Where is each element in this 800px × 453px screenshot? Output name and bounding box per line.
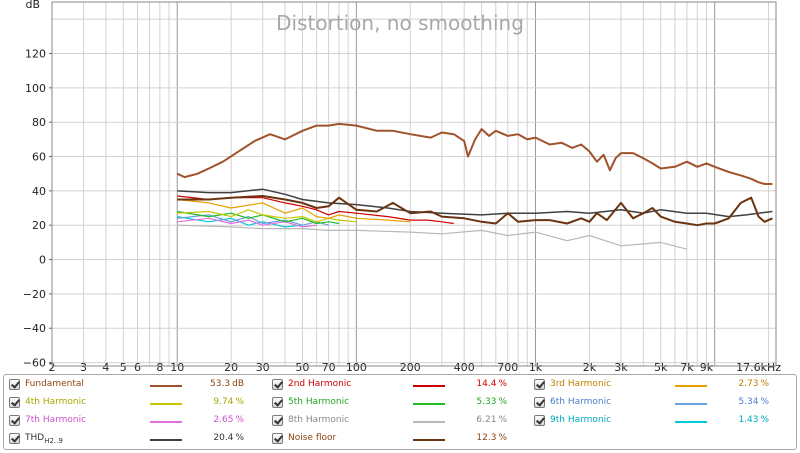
legend-item-8th-harmonic: 8th Harmonic 6.21% xyxy=(272,413,522,430)
legend-checkbox-5th-harmonic[interactable] xyxy=(272,397,283,408)
y-ticks: 120 100 80 60 40 20 0 −20 −40 −60 xyxy=(23,48,52,370)
series-line-6th-harmonic xyxy=(177,214,329,226)
legend-swatch xyxy=(150,385,182,387)
series-line-5th-harmonic xyxy=(177,210,340,225)
y-tick-label: 40 xyxy=(32,185,46,198)
legend-item-fundamental: Fundamental 53.3 dB xyxy=(9,377,259,394)
legend-item-5th-harmonic: 5th Harmonic 5.33% xyxy=(272,395,522,412)
y-tick-label: 80 xyxy=(32,116,46,129)
legend-swatch xyxy=(150,403,182,405)
legend-value: 12.3% xyxy=(476,433,507,443)
y-tick-label: 100 xyxy=(25,82,46,95)
y-tick-label: −40 xyxy=(23,322,46,335)
y-tick-label: 120 xyxy=(25,48,46,61)
legend-swatch xyxy=(150,421,182,423)
legend-label: 7th Harmonic xyxy=(25,415,87,425)
legend-checkbox-7th-harmonic[interactable] xyxy=(9,415,20,426)
chart-title: Distortion, no smoothing xyxy=(276,11,524,35)
legend-label: 4th Harmonic xyxy=(25,397,87,407)
legend-checkbox-3rd-harmonic[interactable] xyxy=(534,379,545,390)
legend-value: 14.4% xyxy=(476,379,507,389)
legend-checkbox-thd[interactable] xyxy=(9,433,20,444)
y-tick-label: 20 xyxy=(32,219,46,232)
legend-value: 20.4% xyxy=(213,433,244,443)
y-tick-label: −20 xyxy=(23,288,46,301)
chart-grid xyxy=(51,2,776,366)
legend-value: 5.34% xyxy=(738,397,769,407)
legend-label: 2nd Harmonic xyxy=(288,379,352,389)
legend-swatch xyxy=(675,385,707,387)
legend-checkbox-noise-floor[interactable] xyxy=(272,433,283,444)
legend-item-4th-harmonic: 4th Harmonic 9.74% xyxy=(9,395,259,412)
legend-value: 6.21% xyxy=(476,415,507,425)
legend-label: 3rd Harmonic xyxy=(550,379,612,389)
legend-label: 8th Harmonic xyxy=(288,415,350,425)
legend-swatch xyxy=(675,421,707,423)
series-line-4th-harmonic xyxy=(177,209,357,223)
legend-checkbox-fundamental[interactable] xyxy=(9,379,20,390)
legend-value: 53.3 dB xyxy=(210,379,244,389)
y-tick-label: 0 xyxy=(39,254,46,267)
legend-swatch xyxy=(413,439,445,441)
legend-swatch xyxy=(413,385,445,387)
y-axis-label: dB xyxy=(25,0,40,11)
legend-checkbox-8th-harmonic[interactable] xyxy=(272,415,283,426)
legend-checkbox-4th-harmonic[interactable] xyxy=(9,397,20,408)
legend-value: 2.73% xyxy=(738,379,769,389)
legend-item-3rd-harmonic: 3rd Harmonic 2.73% xyxy=(534,377,784,394)
series-line-8th-harmonic xyxy=(177,224,688,250)
distortion-chart: Distortion, no smoothing dB 120 100 80 60 40… xyxy=(22,0,782,372)
legend-checkbox-9th-harmonic[interactable] xyxy=(534,415,545,426)
legend-label: 9th Harmonic xyxy=(550,415,612,425)
legend-label: Noise floor xyxy=(288,433,337,443)
y-tick-label: 60 xyxy=(32,151,46,164)
legend-swatch xyxy=(413,403,445,405)
legend-item-thd: THDH2..9 20.4% xyxy=(9,431,259,448)
legend-item-noise-floor: Noise floor 12.3% xyxy=(272,431,522,448)
legend-item-2nd-harmonic: 2nd Harmonic 14.4% xyxy=(272,377,522,394)
series-lines xyxy=(176,122,773,250)
legend-value: 9.74% xyxy=(213,397,244,407)
plot-frame xyxy=(51,1,777,367)
legend-label: THDH2..9 xyxy=(25,433,63,445)
legend-label: 6th Harmonic xyxy=(550,397,612,407)
legend-checkbox-6th-harmonic[interactable] xyxy=(534,397,545,408)
legend-item-6th-harmonic: 6th Harmonic 5.34% xyxy=(534,395,784,412)
legend-checkbox-2nd-harmonic[interactable] xyxy=(272,379,283,390)
legend-panel: Fundamental 53.3 dB 2nd Harmonic 14.4% 3rd Ha… xyxy=(3,374,797,450)
series-line-fundamental xyxy=(176,122,773,185)
series-line-noise-floor xyxy=(177,195,773,227)
legend-swatch xyxy=(413,421,445,423)
legend-value: 5.33% xyxy=(476,397,507,407)
legend-item-9th-harmonic: 9th Harmonic 1.43% xyxy=(534,413,784,430)
legend-value: 2.65% xyxy=(213,415,244,425)
legend-value: 1.43% xyxy=(738,415,769,425)
series-line-7th-harmonic xyxy=(177,217,317,228)
legend-label: 5th Harmonic xyxy=(288,397,350,407)
series-line-9th-harmonic xyxy=(177,216,303,228)
legend-label: Fundamental xyxy=(25,379,84,389)
legend-swatch xyxy=(150,439,182,441)
y-tick-label: −60 xyxy=(23,357,46,370)
legend-item-7th-harmonic: 7th Harmonic 2.65% xyxy=(9,413,259,430)
legend-swatch xyxy=(675,403,707,405)
series-line-3rd-harmonic xyxy=(177,198,411,223)
